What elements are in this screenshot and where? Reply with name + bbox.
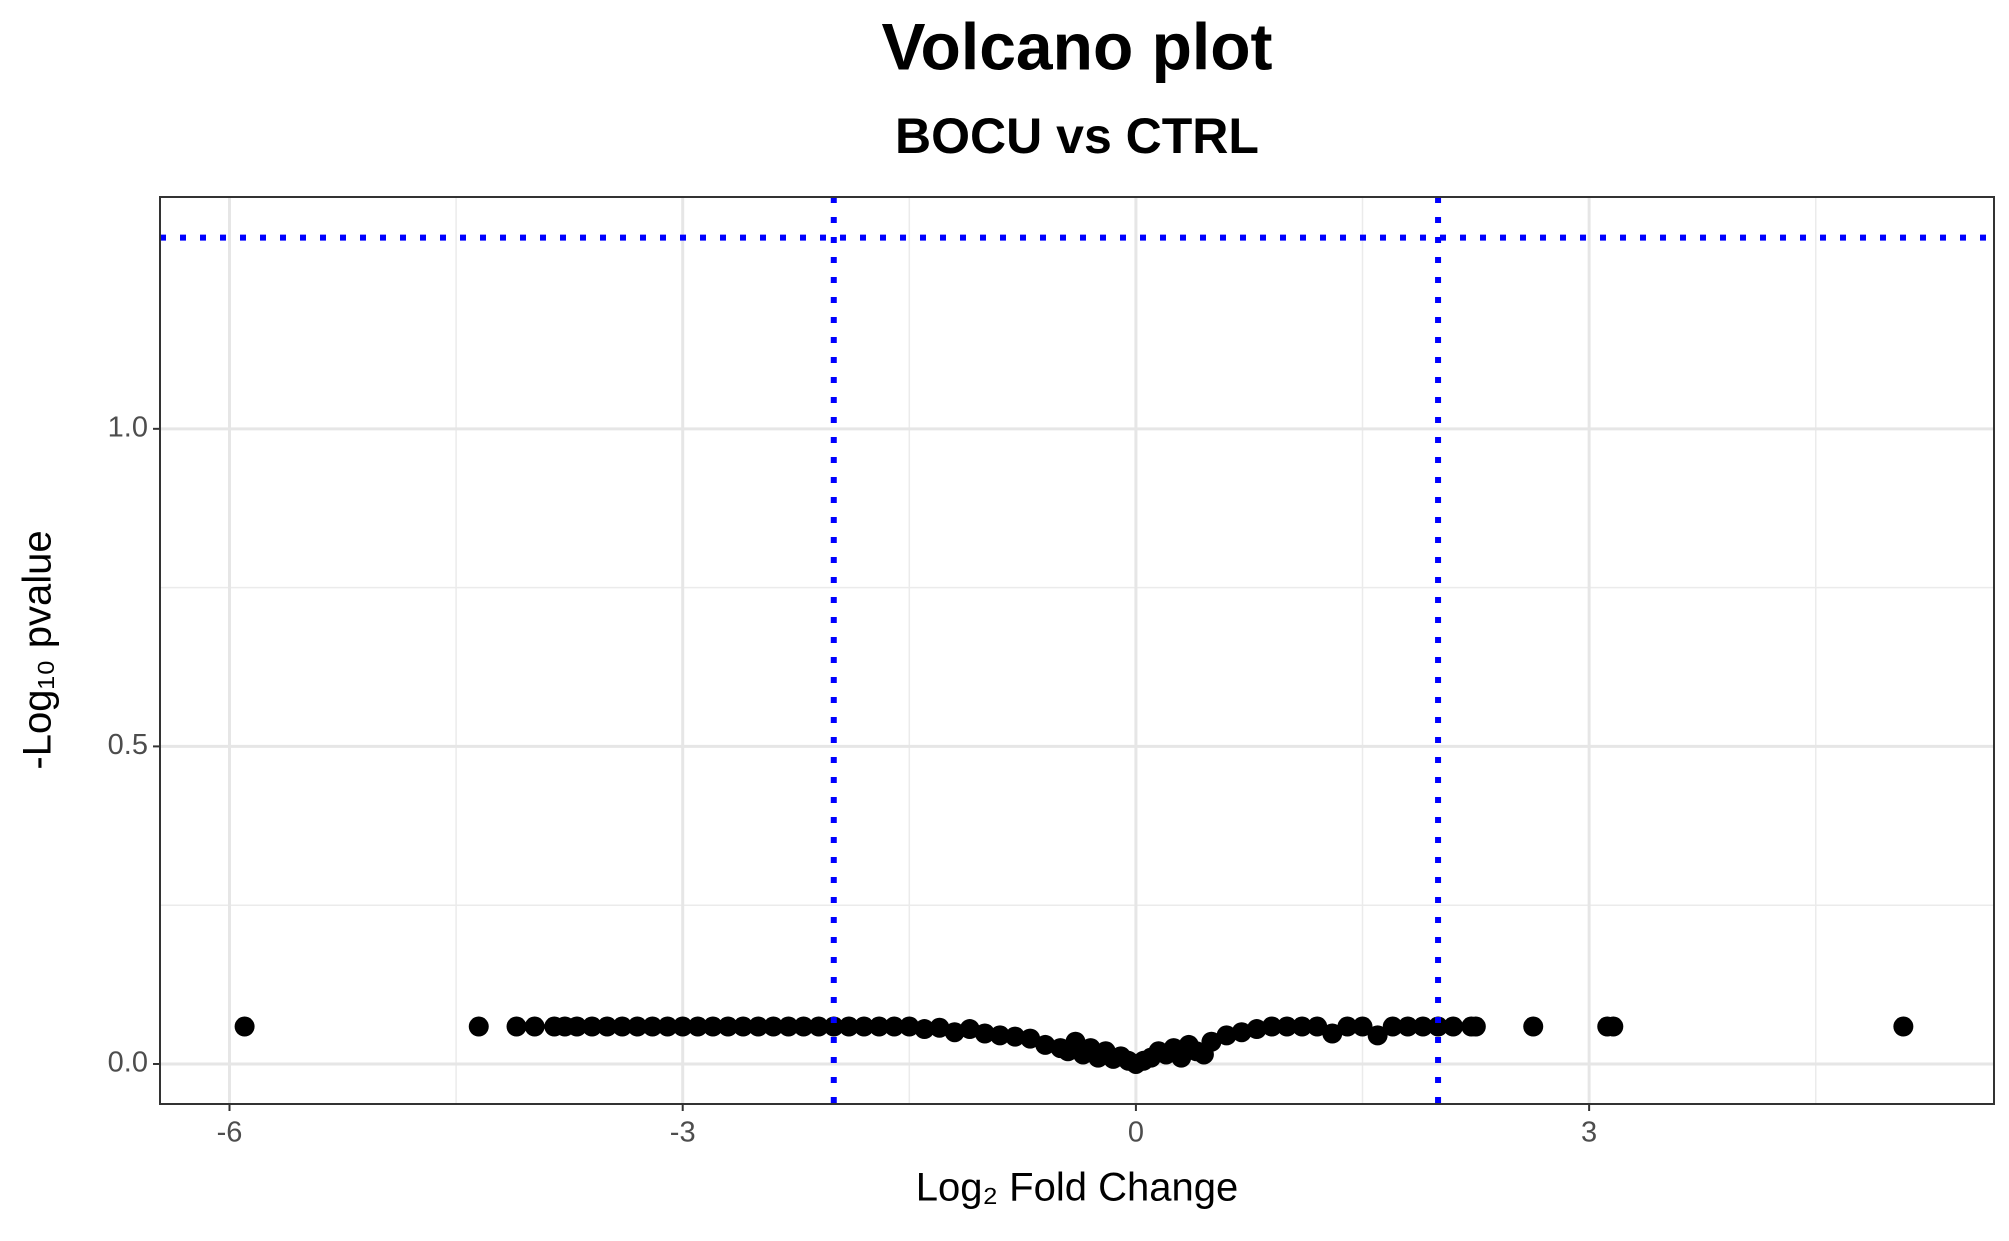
- point: [1020, 1028, 1041, 1049]
- point: [869, 1016, 890, 1037]
- point: [1246, 1019, 1267, 1040]
- point: [1261, 1016, 1282, 1037]
- point: [524, 1016, 545, 1037]
- x-tick-label: -3: [670, 1117, 696, 1149]
- point: [1523, 1016, 1544, 1037]
- point: [1893, 1016, 1914, 1037]
- x-tick-label: 3: [1581, 1117, 1597, 1149]
- x-axis-label: Log₂ Fold Change: [916, 1166, 1238, 1210]
- point: [1337, 1016, 1358, 1037]
- chart-title: Volcano plot: [881, 9, 1272, 83]
- point: [612, 1016, 633, 1037]
- point: [1231, 1022, 1252, 1043]
- point: [1412, 1016, 1433, 1037]
- x-tick-label: -6: [217, 1117, 243, 1149]
- point: [506, 1016, 527, 1037]
- point: [899, 1016, 920, 1037]
- point: [1397, 1016, 1418, 1037]
- point: [838, 1016, 859, 1037]
- point: [702, 1016, 723, 1037]
- point: [1292, 1016, 1313, 1037]
- point: [718, 1016, 739, 1037]
- y-axis-label: -Log₁₀ pvalue: [16, 530, 60, 769]
- point: [1201, 1031, 1222, 1052]
- point: [234, 1016, 255, 1037]
- point: [1005, 1026, 1026, 1047]
- point: [1382, 1016, 1403, 1037]
- point: [808, 1016, 829, 1037]
- point: [627, 1016, 648, 1037]
- point: [642, 1016, 663, 1037]
- y-tick-label: 0.0: [108, 1047, 148, 1079]
- point: [1216, 1025, 1237, 1046]
- chart-subtitle: BOCU vs CTRL: [895, 108, 1259, 164]
- point: [657, 1016, 678, 1037]
- point: [944, 1022, 965, 1043]
- point: [1367, 1025, 1388, 1046]
- y-tick-label: 0.5: [108, 729, 148, 761]
- plot-border: [159, 196, 1995, 1105]
- point: [929, 1017, 950, 1038]
- point: [1443, 1016, 1464, 1037]
- point: [672, 1016, 693, 1037]
- point: [793, 1016, 814, 1037]
- point: [959, 1019, 980, 1040]
- point: [597, 1016, 618, 1037]
- point: [1276, 1016, 1297, 1037]
- point: [1465, 1016, 1486, 1037]
- point: [1035, 1034, 1056, 1055]
- point: [687, 1016, 708, 1037]
- point: [974, 1023, 995, 1044]
- x-tick-label: 0: [1128, 1117, 1144, 1149]
- point: [823, 1016, 844, 1037]
- point: [989, 1025, 1010, 1046]
- point: [778, 1016, 799, 1037]
- point: [468, 1016, 489, 1037]
- point: [884, 1016, 905, 1037]
- point: [1307, 1016, 1328, 1037]
- point: [914, 1019, 935, 1040]
- point: [1428, 1016, 1449, 1037]
- point: [1352, 1016, 1373, 1037]
- point: [748, 1016, 769, 1037]
- point: [582, 1016, 603, 1037]
- point: [733, 1016, 754, 1037]
- point: [566, 1016, 587, 1037]
- point: [1322, 1023, 1343, 1044]
- point: [1603, 1016, 1624, 1037]
- y-tick-label: 1.0: [108, 411, 148, 443]
- point: [763, 1016, 784, 1037]
- point: [853, 1016, 874, 1037]
